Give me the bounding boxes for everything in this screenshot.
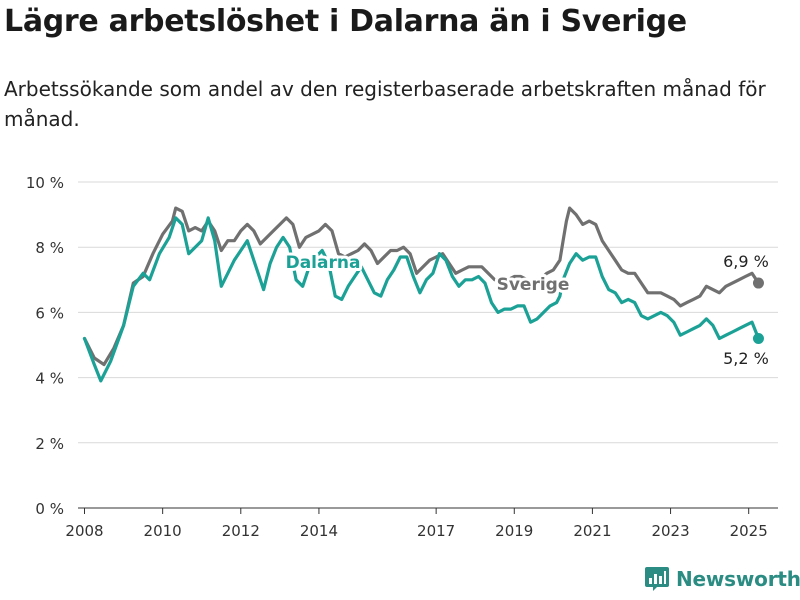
end-marker-dalarna — [752, 332, 764, 344]
y-tick-label: 10 % — [26, 174, 64, 192]
end-label-sverige: 6,9 % — [723, 252, 769, 271]
line-chart: 0 % 2 % 4 % 6 % 8 % 10 % 2008 2010 2012 2014 2017 2… — [26, 174, 778, 540]
bar-chart-logo-icon — [645, 567, 669, 591]
y-tick-label: 0 % — [35, 500, 64, 518]
y-tick-label: 2 % — [35, 435, 64, 453]
x-tick-label: 2008 — [65, 522, 103, 540]
series-label-dalarna-halo: Dalarna — [286, 253, 361, 273]
chart-subtitle: Arbetssökande som andel av den registerb… — [4, 77, 766, 131]
x-tick-label: 2012 — [222, 522, 260, 540]
x-tick-label: 2019 — [495, 522, 533, 540]
x-tick-label: 2017 — [417, 522, 455, 540]
x-tick-label: 2010 — [144, 522, 182, 540]
series-line-dalarna — [82, 216, 761, 383]
end-label-dalarna: 5,2 % — [723, 349, 769, 368]
y-tick-label: 4 % — [35, 370, 64, 388]
end-marker-sverige — [752, 277, 764, 289]
x-tick-label: 2025 — [730, 522, 768, 540]
y-tick-label: 6 % — [35, 304, 64, 322]
series-label-dalarna: Dalarna — [286, 253, 361, 273]
chart-title: Lägre arbetslöshet i Dalarna än i Sverig… — [4, 4, 687, 39]
y-tick-label: 8 % — [35, 239, 64, 257]
series-label-sverige: Sverige — [497, 275, 570, 295]
x-tick-label: 2023 — [651, 522, 689, 540]
x-tick-label: 2021 — [573, 522, 611, 540]
x-tick-label: 2014 — [300, 522, 338, 540]
brand-logo: Newsworthy — [644, 566, 800, 592]
brand-name: Newsworthy — [676, 567, 800, 591]
series-label-sverige-halo: Sverige — [497, 275, 570, 295]
